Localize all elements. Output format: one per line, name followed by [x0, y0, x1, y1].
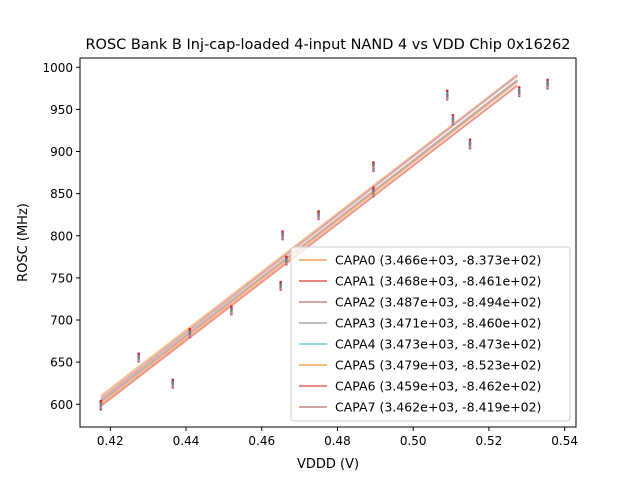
- y-axis: 600 650 700 750 800 850 900 950 1000: [42, 61, 80, 412]
- x-tick-label: 0.48: [324, 434, 351, 448]
- x-tick-label: 0.54: [551, 434, 578, 448]
- chart-title: ROSC Bank B Inj-cap-loaded 4-input NAND …: [85, 37, 570, 53]
- legend: CAPA0 (3.466e+03, -8.373e+02) CAPA1 (3.46…: [290, 246, 571, 422]
- x-axis: 0.42 0.44 0.46 0.48 0.50 0.52 0.54: [97, 427, 578, 448]
- data-point-capa7: [137, 354, 140, 358]
- y-tick-label: 650: [50, 356, 73, 370]
- y-tick-label: 750: [50, 271, 73, 285]
- x-tick-label: 0.46: [248, 434, 275, 448]
- data-point-capa3: [468, 138, 472, 142]
- fit-line-capa6: [100, 84, 518, 407]
- fit-line-capa2: [100, 74, 518, 400]
- data-point-capa7: [451, 117, 455, 120]
- data-point-capa7: [372, 163, 375, 167]
- data-point-capa3: [317, 210, 320, 213]
- fit-line-capa5: [100, 80, 518, 405]
- data-point-capa7: [317, 212, 320, 216]
- data-point-capa6: [445, 97, 449, 100]
- data-point-capa3: [99, 399, 103, 403]
- data-point-capa6: [137, 359, 140, 362]
- data-point-capa6: [279, 287, 282, 291]
- data-point-capa7: [279, 283, 282, 286]
- data-point-capa7: [285, 258, 288, 261]
- data-point-capa6: [372, 194, 375, 197]
- data-point-capa3: [279, 280, 282, 284]
- data-point-capa6: [230, 311, 233, 315]
- data-point-capa6: [451, 121, 455, 125]
- y-tick-label: 950: [50, 103, 73, 117]
- data-point-capa6: [171, 385, 175, 388]
- data-point-capa3: [285, 255, 288, 259]
- data-point-capa6: [317, 216, 320, 220]
- x-axis-label: VDDD (V): [297, 457, 359, 472]
- data-point-capa3: [171, 378, 175, 382]
- data-point-capa7: [281, 232, 284, 236]
- data-point-capa7: [546, 81, 549, 85]
- legend-box: [290, 246, 571, 422]
- data-point-capa7: [468, 141, 472, 145]
- data-point-capa7: [372, 188, 375, 192]
- x-tick-label: 0.52: [476, 434, 503, 448]
- y-tick-label: 800: [50, 229, 73, 243]
- data-point-capa3: [445, 89, 449, 93]
- data-point-capa3: [281, 230, 284, 233]
- x-tick-label: 0.42: [97, 434, 124, 448]
- data-point-capa3: [517, 86, 521, 89]
- x-tick-label: 0.50: [400, 434, 427, 448]
- data-point-capa6: [99, 406, 103, 409]
- data-point-capa3: [546, 78, 549, 82]
- legend-label: CAPA6 (3.459e+03, -8.462e+02): [335, 379, 541, 394]
- scatter-points: [99, 78, 549, 411]
- data-point-capa3: [372, 186, 375, 190]
- data-point-capa7: [188, 330, 192, 334]
- legend-label: CAPA3 (3.471e+03, -8.460e+02): [335, 316, 541, 331]
- data-point-capa3: [230, 305, 233, 308]
- legend-label: CAPA0 (3.466e+03, -8.373e+02): [335, 253, 541, 268]
- data-point-capa7: [517, 89, 521, 93]
- y-tick-label: 600: [50, 398, 73, 412]
- data-point-capa3: [137, 352, 140, 356]
- data-point-capa6: [281, 236, 284, 240]
- y-tick-label: 1000: [42, 61, 73, 75]
- legend-label: CAPA2 (3.487e+03, -8.494e+02): [335, 295, 541, 310]
- y-tick-label: 900: [50, 145, 73, 159]
- x-tick-label: 0.44: [173, 434, 200, 448]
- y-tick-label: 850: [50, 187, 73, 201]
- legend-label: CAPA1 (3.468e+03, -8.461e+02): [335, 274, 541, 289]
- data-point-capa7: [230, 307, 233, 311]
- y-axis-label: ROSC (MHz): [16, 203, 31, 282]
- data-point-capa3: [188, 327, 192, 331]
- plot-frame: [79, 57, 577, 428]
- legend-label: CAPA5 (3.479e+03, -8.523e+02): [335, 358, 541, 373]
- data-point-capa6: [517, 93, 521, 97]
- data-point-capa3: [451, 113, 455, 117]
- fit-line-capa7: [100, 79, 518, 403]
- y-tick-label: 700: [50, 314, 73, 328]
- data-point-capa3: [372, 161, 375, 164]
- data-point-capa6: [372, 168, 375, 172]
- fit-lines: [100, 74, 518, 407]
- data-point-capa7: [171, 381, 175, 384]
- data-point-capa6: [468, 146, 472, 149]
- data-point-capa7: [99, 402, 103, 405]
- data-point-capa6: [285, 262, 288, 265]
- data-point-capa7: [445, 92, 449, 96]
- legend-label: CAPA4 (3.473e+03, -8.473e+02): [335, 337, 541, 352]
- legend-label: CAPA7 (3.462e+03, -8.419e+02): [335, 400, 541, 415]
- data-point-capa6: [546, 86, 549, 89]
- data-point-capa6: [188, 334, 192, 338]
